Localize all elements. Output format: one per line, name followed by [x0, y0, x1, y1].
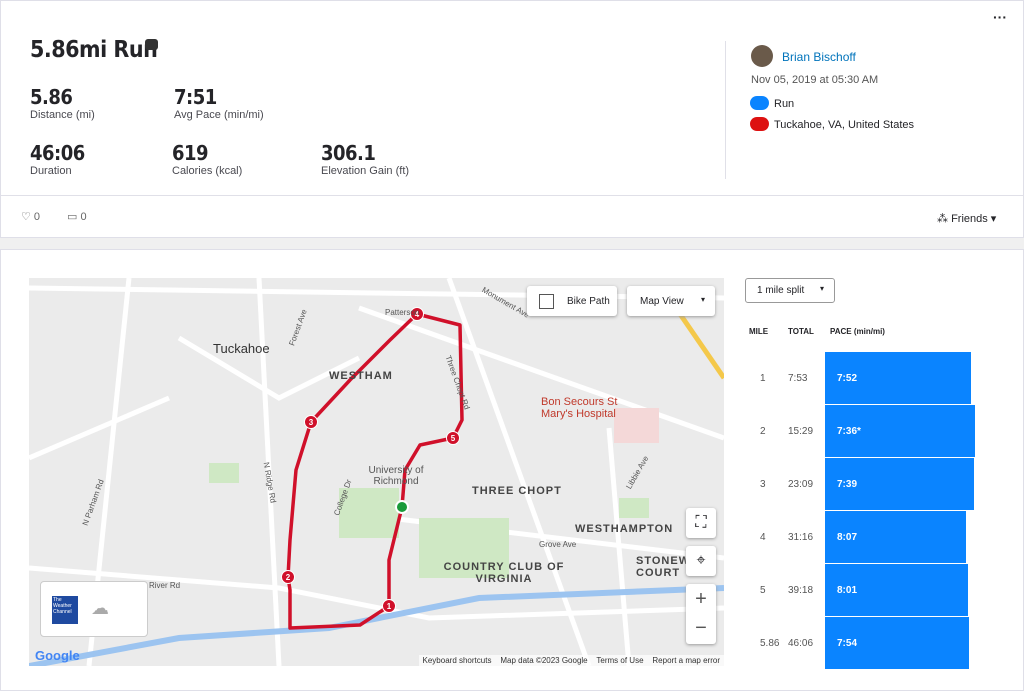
- route-marker: 5: [446, 431, 460, 445]
- road-label: River Rd: [149, 581, 181, 590]
- split-total: 46:06: [788, 638, 814, 649]
- split-pace: 7:39: [837, 479, 858, 490]
- split-bar: [825, 511, 966, 563]
- activity-date: Nov 05, 2019 at 05:30 AM: [751, 74, 879, 86]
- zoom-controls: + −: [686, 584, 716, 644]
- stat-value: 306.1: [321, 141, 376, 165]
- location-icon: [750, 117, 769, 131]
- split-mile: 5.86: [760, 638, 780, 649]
- split-row: 5 39:18 8:01: [745, 564, 1005, 616]
- map-label: University of Richmond: [368, 465, 424, 487]
- stat-label: Distance (mi): [30, 109, 95, 121]
- stat-label: Calories (kcal): [172, 165, 243, 177]
- map-view-select[interactable]: Map View ▾: [627, 286, 715, 316]
- activity-card: ··· 5.86mi Run 5.86 Distance (mi) 7:51 Avg…: [0, 0, 1024, 238]
- like-count: 0: [33, 211, 41, 223]
- footer-text: Map data ©2023 Google: [500, 656, 588, 665]
- split-selector[interactable]: 1 mile split ▾: [745, 278, 835, 303]
- divider: [725, 41, 726, 179]
- map-label: Tuckahoe: [213, 341, 270, 356]
- map-label: WESTHAM: [329, 370, 393, 382]
- footer-link[interactable]: Report a map error: [652, 656, 720, 665]
- location: Tuckahoe, VA, United States: [774, 119, 915, 131]
- footer-link[interactable]: Terms of Use: [596, 656, 644, 665]
- map-footer: Keyboard shortcuts Map data ©2023 Google…: [418, 655, 724, 666]
- road-label: Grove Ave: [539, 540, 577, 549]
- split-total: 7:53: [788, 373, 808, 384]
- split-pace: 7:52: [837, 373, 858, 384]
- split-total: 31:16: [788, 532, 814, 543]
- map-label: THREE CHOPT: [472, 485, 562, 497]
- activity-type: Run: [774, 98, 795, 110]
- column-header: PACE (min/mi): [830, 327, 885, 336]
- split-row: 5.86 46:06 7:54: [745, 617, 1005, 669]
- route-marker: 2: [281, 570, 295, 584]
- visibility[interactable]: ⁂ Friends ▾: [937, 213, 997, 225]
- map-label: Bon Secours St Mary's Hospital: [541, 396, 618, 420]
- stat-value: 5.86: [30, 85, 73, 109]
- map-label: COUNTRY CLUB OF VIRGINIA: [443, 561, 565, 585]
- stat-label: Duration: [30, 165, 72, 177]
- split-pace: 7:36*: [837, 426, 861, 437]
- route-marker: 4: [410, 307, 424, 321]
- stat-label: Avg Pace (min/mi): [174, 109, 264, 121]
- likes[interactable]: ♡ 0: [21, 211, 41, 223]
- avatar[interactable]: [751, 45, 773, 67]
- footer-link[interactable]: Keyboard shortcuts: [422, 656, 492, 665]
- split-bar: [825, 617, 969, 669]
- split-total: 23:09: [788, 479, 814, 490]
- split-selector-label: 1 mile split: [757, 285, 805, 296]
- route-marker: 3: [304, 415, 318, 429]
- divider: [1, 195, 1023, 196]
- column-header: TOTAL: [788, 327, 814, 336]
- split-pace: 8:01: [837, 585, 858, 596]
- fullscreen-button[interactable]: ⛶: [686, 508, 716, 538]
- weather-logo: The Weather Channel: [52, 596, 78, 624]
- split-bar: [825, 405, 975, 457]
- bike-path-label: Bike Path: [567, 296, 610, 307]
- stat-label: Elevation Gain (ft): [321, 165, 410, 177]
- stat-value: 7:51: [174, 85, 217, 109]
- split-total: 15:29: [788, 426, 814, 437]
- privacy-icon: [145, 39, 158, 50]
- split-bar: [825, 564, 968, 616]
- athlete-name[interactable]: Brian Bischoff: [782, 50, 856, 64]
- weather-widget: The Weather Channel ☁: [40, 581, 148, 637]
- split-bar: [825, 458, 974, 510]
- zoom-out[interactable]: −: [695, 617, 707, 639]
- google-logo: Google: [35, 648, 80, 663]
- visibility-label: Friends: [951, 213, 988, 225]
- route-marker: 1: [382, 599, 396, 613]
- map[interactable]: 1 2 3 4 5 Tuckahoe WESTHAM University of Ric…: [29, 278, 724, 666]
- split-row: 1 7:53 7:52: [745, 352, 1005, 404]
- column-header: MILE: [749, 327, 769, 336]
- split-pace: 8:07: [837, 532, 858, 543]
- comments[interactable]: ▭ 0: [67, 211, 87, 223]
- split-row: 2 15:29 7:36*: [745, 405, 1005, 457]
- run-icon: [750, 96, 769, 110]
- split-mile: 3: [760, 479, 766, 490]
- split-total: 39:18: [788, 585, 814, 596]
- zoom-in[interactable]: +: [695, 588, 707, 610]
- split-mile: 2: [760, 426, 766, 437]
- comment-count: 0: [80, 211, 87, 223]
- recenter-button[interactable]: ⌖: [686, 546, 716, 576]
- road-label: Patterson: [385, 308, 420, 317]
- split-mile: 1: [760, 373, 766, 384]
- stat-value: 619: [172, 141, 209, 165]
- split-pace: 7:54: [837, 638, 858, 649]
- map-label: WESTHAMPTON: [575, 523, 674, 535]
- map-view-label: Map View: [640, 296, 684, 307]
- split-row: 3 23:09 7:39: [745, 458, 1005, 510]
- split-row: 4 31:16 8:07: [745, 511, 1005, 563]
- activity-title: 5.86mi Run: [30, 37, 158, 63]
- stat-value: 46:06: [30, 141, 85, 165]
- split-bar: [825, 352, 971, 404]
- bike-path-toggle[interactable]: Bike Path: [527, 286, 617, 316]
- split-mile: 4: [760, 532, 766, 543]
- more-menu[interactable]: ···: [993, 9, 1007, 25]
- split-mile: 5: [760, 585, 766, 596]
